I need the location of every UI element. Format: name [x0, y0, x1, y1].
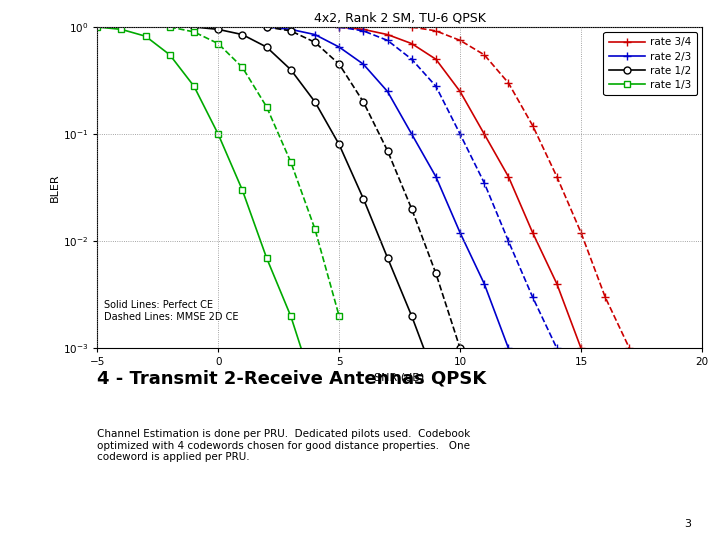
rate 3/4 — [408, 40, 416, 47]
rate 1/3 — [166, 51, 174, 58]
rate 3/4 — [480, 131, 489, 137]
Y-axis label: BLER: BLER — [50, 173, 60, 202]
rate 1/2 — [335, 141, 343, 148]
rate 2/3 — [456, 230, 464, 236]
rate 1/3 — [141, 33, 150, 39]
rate 3/4 — [335, 24, 343, 30]
rate 1/2 — [214, 26, 222, 32]
rate 2/3 — [504, 345, 513, 352]
rate 3/4 — [359, 26, 368, 32]
rate 1/2 — [359, 195, 368, 202]
Line: rate 1/2: rate 1/2 — [191, 24, 439, 384]
rate 1/2 — [238, 31, 247, 38]
rate 1/3 — [238, 187, 247, 193]
X-axis label: SNR (dB): SNR (dB) — [374, 373, 425, 383]
rate 3/4 — [383, 31, 392, 38]
rate 1/2 — [189, 24, 198, 30]
Line: rate 3/4: rate 3/4 — [335, 23, 609, 408]
rate 2/3 — [335, 44, 343, 50]
Text: 3: 3 — [684, 519, 691, 529]
rate 1/2 — [383, 254, 392, 261]
rate 3/4 — [552, 281, 561, 287]
Line: rate 1/3: rate 1/3 — [94, 24, 318, 394]
rate 1/2 — [408, 313, 416, 319]
rate 1/2 — [262, 44, 271, 50]
Text: 4 - Transmit 2-Receive Antennas QPSK: 4 - Transmit 2-Receive Antennas QPSK — [97, 370, 487, 388]
rate 3/4 — [577, 345, 585, 352]
Text: Channel Estimation is done per PRU.  Dedicated pilots used.  Codebook
optimized : Channel Estimation is done per PRU. Dedi… — [97, 429, 470, 462]
rate 1/3 — [310, 388, 319, 394]
rate 2/3 — [383, 88, 392, 94]
Line: rate 2/3: rate 2/3 — [262, 23, 537, 408]
rate 3/4 — [528, 230, 537, 236]
rate 2/3 — [262, 24, 271, 30]
rate 1/2 — [431, 377, 440, 384]
rate 2/3 — [287, 26, 295, 32]
rate 1/3 — [262, 254, 271, 261]
Title: 4x2, Rank 2 SM, TU-6 QPSK: 4x2, Rank 2 SM, TU-6 QPSK — [314, 11, 485, 24]
rate 1/3 — [93, 24, 102, 30]
rate 3/4 — [504, 173, 513, 180]
rate 2/3 — [431, 173, 440, 180]
rate 1/2 — [287, 66, 295, 73]
Legend: rate 3/4, rate 2/3, rate 1/2, rate 1/3: rate 3/4, rate 2/3, rate 1/2, rate 1/3 — [603, 32, 697, 95]
rate 3/4 — [431, 56, 440, 63]
rate 1/3 — [189, 83, 198, 90]
rate 1/3 — [117, 26, 126, 32]
rate 1/3 — [214, 131, 222, 137]
rate 2/3 — [528, 401, 537, 408]
rate 2/3 — [408, 131, 416, 137]
rate 3/4 — [456, 88, 464, 94]
rate 2/3 — [359, 61, 368, 68]
rate 1/3 — [287, 313, 295, 319]
rate 2/3 — [480, 281, 489, 287]
rate 1/2 — [310, 99, 319, 105]
Text: Solid Lines: Perfect CE
Dashed Lines: MMSE 2D CE: Solid Lines: Perfect CE Dashed Lines: MM… — [104, 300, 239, 322]
rate 2/3 — [310, 31, 319, 38]
rate 3/4 — [601, 401, 610, 408]
